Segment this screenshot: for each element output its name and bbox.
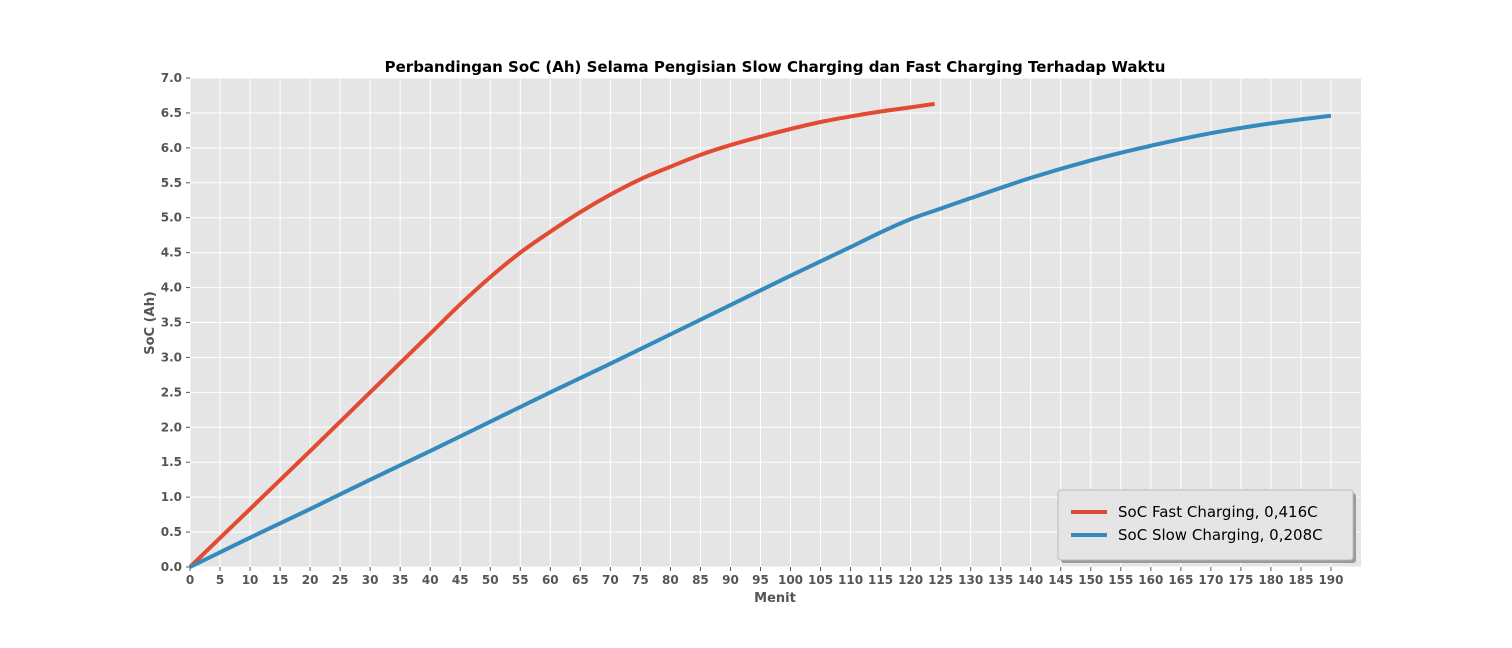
legend-box xyxy=(1057,489,1354,561)
x-tick-label: 180 xyxy=(1258,573,1283,587)
legend-label-0: SoC Fast Charging, 0,416C xyxy=(1118,503,1318,521)
y-tick-label: 6.0 xyxy=(161,141,182,155)
y-tick-label: 1.5 xyxy=(161,455,182,469)
y-tick-label: 6.5 xyxy=(161,106,182,120)
y-tick-label: 4.5 xyxy=(161,246,182,260)
y-tick-label: 4.0 xyxy=(161,281,182,295)
x-tick-label: 30 xyxy=(362,573,379,587)
y-tick-label: 3.0 xyxy=(161,350,182,364)
x-tick-label: 55 xyxy=(512,573,529,587)
y-axis-ticks: 0.0 0.5 1.0 1.5 2.0 2.5 3.0 3.5 4.0 4.5 5.0 5.5 6.0 6… xyxy=(161,71,190,574)
x-tick-label: 175 xyxy=(1228,573,1253,587)
x-tick-label: 90 xyxy=(722,573,739,587)
x-tick-label: 165 xyxy=(1168,573,1193,587)
x-tick-label: 170 xyxy=(1198,573,1223,587)
x-tick-label: 105 xyxy=(808,573,833,587)
x-tick-label: 25 xyxy=(332,573,349,587)
y-tick-label: 7.0 xyxy=(161,71,182,85)
x-tick-label: 65 xyxy=(572,573,589,587)
y-tick-label: 5.0 xyxy=(161,211,182,225)
x-tick-label: 85 xyxy=(692,573,709,587)
x-tick-label: 120 xyxy=(898,573,923,587)
y-tick-label: 2.5 xyxy=(161,385,182,399)
x-tick-label: 95 xyxy=(752,573,769,587)
x-tick-label: 150 xyxy=(1078,573,1103,587)
x-tick-label: 100 xyxy=(778,573,803,587)
legend-label-1: SoC Slow Charging, 0,208C xyxy=(1118,526,1323,544)
chart-title: Perbandingan SoC (Ah) Selama Pengisian S… xyxy=(385,58,1166,76)
x-tick-label: 155 xyxy=(1108,573,1133,587)
x-tick-label: 80 xyxy=(662,573,679,587)
y-tick-label: 0.5 xyxy=(161,525,182,539)
x-tick-label: 10 xyxy=(242,573,259,587)
x-tick-label: 35 xyxy=(392,573,409,587)
x-tick-label: 60 xyxy=(542,573,559,587)
y-tick-label: 0.0 xyxy=(161,560,182,574)
x-tick-label: 70 xyxy=(602,573,619,587)
y-axis-label: SoC (Ah) xyxy=(143,291,158,355)
x-tick-label: 20 xyxy=(302,573,319,587)
x-tick-label: 140 xyxy=(1018,573,1043,587)
x-tick-label: 190 xyxy=(1318,573,1343,587)
legend: SoC Fast Charging, 0,416C SoC Slow Chargi… xyxy=(1057,489,1356,563)
x-tick-label: 40 xyxy=(422,573,439,587)
x-tick-label: 15 xyxy=(272,573,289,587)
x-tick-label: 185 xyxy=(1288,573,1313,587)
y-tick-label: 1.0 xyxy=(161,490,182,504)
x-tick-label: 130 xyxy=(958,573,983,587)
y-tick-label: 3.5 xyxy=(161,316,182,330)
x-tick-label: 75 xyxy=(632,573,649,587)
x-tick-label: 50 xyxy=(482,573,499,587)
x-tick-label: 160 xyxy=(1138,573,1163,587)
x-tick-label: 135 xyxy=(988,573,1013,587)
x-tick-label: 145 xyxy=(1048,573,1073,587)
x-tick-label: 115 xyxy=(868,573,893,587)
y-tick-label: 5.5 xyxy=(161,176,182,190)
x-tick-label: 0 xyxy=(186,573,194,587)
series-line-0 xyxy=(188,101,935,569)
y-tick-label: 2.0 xyxy=(161,420,182,434)
x-tick-label: 110 xyxy=(838,573,863,587)
x-tick-label: 125 xyxy=(928,573,953,587)
series-line-1 xyxy=(189,113,1332,569)
x-tick-label: 45 xyxy=(452,573,469,587)
x-tick-label: 5 xyxy=(216,573,224,587)
series-lines xyxy=(188,101,1332,569)
x-axis-ticks: 0 5 10 15 20 25 30 35 40 45 50 55 60 65 70 75 80 85 90 95 10… xyxy=(186,567,1344,587)
x-axis-label: Menit xyxy=(754,591,796,606)
